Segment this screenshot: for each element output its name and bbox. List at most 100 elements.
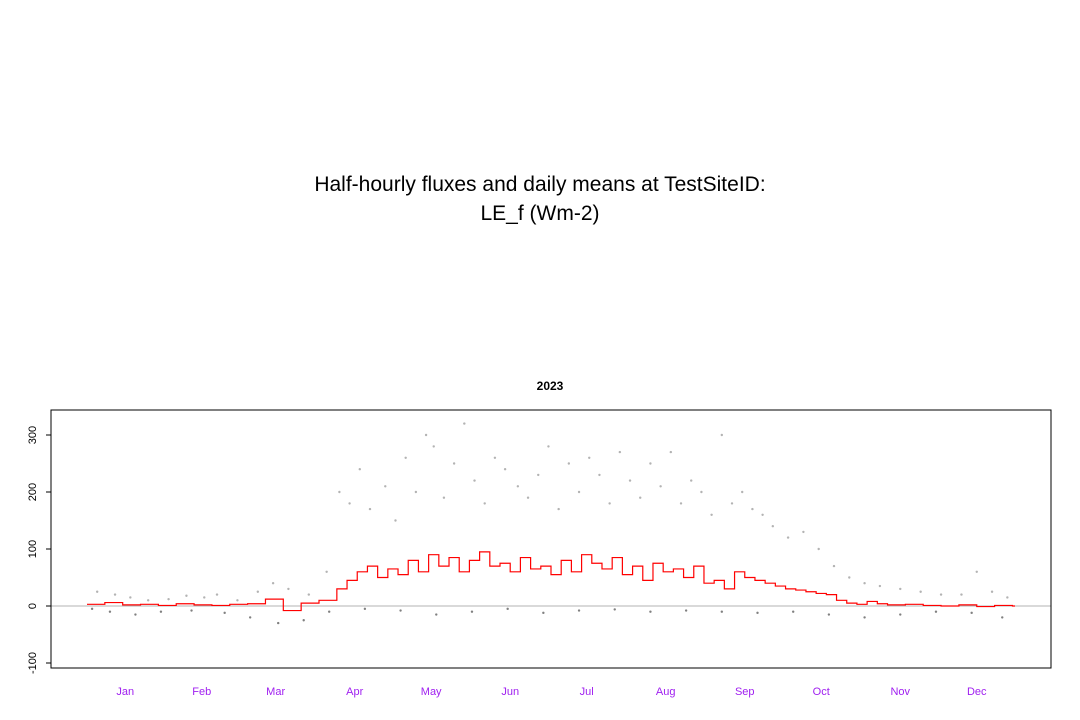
flux-point xyxy=(919,590,922,593)
x-month-label: Nov xyxy=(890,686,910,698)
flux-point xyxy=(802,530,805,534)
flux-point xyxy=(185,594,188,597)
flux-point xyxy=(577,490,581,494)
flux-point xyxy=(751,507,754,511)
flux-point xyxy=(756,611,759,615)
flux-point xyxy=(863,616,866,619)
flux-point xyxy=(452,462,456,465)
flux-point xyxy=(567,462,571,465)
flux-point xyxy=(307,593,311,596)
flux-point xyxy=(190,609,193,612)
y-tick-label: 300 xyxy=(27,426,39,444)
main-title-line-1: Half-hourly fluxes and daily means at Te… xyxy=(314,173,766,196)
flux-point xyxy=(547,445,550,448)
flux-point xyxy=(990,590,994,593)
flux-point xyxy=(442,496,446,499)
flux-point xyxy=(368,507,372,511)
flux-point xyxy=(537,473,540,477)
flux-point xyxy=(248,616,252,619)
plot-frame xyxy=(50,409,1052,669)
y-axis: -100 0 100 200 300 xyxy=(27,426,51,674)
flux-point xyxy=(710,513,713,516)
flux-point xyxy=(493,456,497,459)
flux-point xyxy=(899,613,902,616)
flux-point xyxy=(557,507,560,511)
flux-point xyxy=(325,570,328,573)
flux-point xyxy=(613,608,616,611)
flux-point xyxy=(167,597,170,601)
flux-point xyxy=(203,596,206,599)
flux-point xyxy=(113,593,117,596)
flux-point xyxy=(503,468,507,471)
flux-point xyxy=(878,584,882,588)
flux-point xyxy=(700,490,703,494)
flux-point xyxy=(435,613,438,616)
flux-point xyxy=(363,607,367,611)
flux-point xyxy=(730,502,734,505)
flux-point xyxy=(598,473,601,477)
flux-point xyxy=(649,462,652,465)
flux-point xyxy=(975,570,978,573)
flux-point xyxy=(404,456,407,459)
flux-point xyxy=(526,496,530,499)
flux-point xyxy=(146,599,150,602)
x-month-label: Feb xyxy=(192,686,211,698)
flux-point xyxy=(236,599,239,602)
flux-point xyxy=(90,607,94,611)
flux-point xyxy=(786,536,790,539)
flux-point xyxy=(939,593,943,596)
flux-point xyxy=(659,485,662,488)
flux-point xyxy=(223,611,226,615)
flux-point xyxy=(827,613,831,616)
flux-point xyxy=(473,479,476,482)
x-month-label: Sep xyxy=(735,686,755,698)
y-tick-label: 0 xyxy=(27,603,39,609)
x-month-label: Jul xyxy=(580,686,594,698)
panel-title: 2023 xyxy=(537,379,564,393)
flux-point xyxy=(608,502,611,505)
x-month-label: May xyxy=(421,686,442,698)
flux-point xyxy=(720,433,724,437)
flux-point xyxy=(832,564,836,568)
flux-point xyxy=(95,590,99,593)
flux-point xyxy=(384,485,387,488)
flux-point xyxy=(679,502,683,505)
flux-point xyxy=(1001,616,1004,619)
flux-point xyxy=(470,610,474,613)
flux-point xyxy=(159,610,163,613)
flux-point xyxy=(639,496,642,499)
flux-point xyxy=(690,479,693,482)
flux-point xyxy=(358,468,361,471)
flux-point xyxy=(669,450,673,454)
x-month-label: Apr xyxy=(346,686,363,698)
flux-point xyxy=(899,587,902,591)
flux-point xyxy=(649,610,652,613)
x-month-label: Aug xyxy=(656,686,676,698)
x-axis: Jan Feb Mar Apr May Jun Jul Aug Sep Oct Nov Dec xyxy=(116,686,987,698)
flux-point xyxy=(432,445,435,448)
flux-point xyxy=(1006,596,1009,599)
x-month-label: Dec xyxy=(967,686,987,698)
x-month-label: Jan xyxy=(116,686,134,698)
flux-point xyxy=(542,611,545,615)
flux-point xyxy=(327,610,331,613)
x-month-label: Mar xyxy=(266,686,285,698)
main-title: Half-hourly fluxes and daily means at Te… xyxy=(0,170,1080,228)
flux-point xyxy=(108,610,112,613)
flux-point xyxy=(684,609,688,612)
flux-point xyxy=(817,547,820,551)
flux-point xyxy=(399,609,402,612)
daily-mean-line xyxy=(87,551,1015,612)
flux-point xyxy=(970,611,973,615)
flux-point xyxy=(720,610,724,613)
flux-point xyxy=(516,485,520,488)
flux-point xyxy=(771,525,775,528)
flux-point xyxy=(302,619,305,622)
flux-point xyxy=(761,513,764,516)
flux-point xyxy=(134,613,137,616)
flux-point xyxy=(271,582,275,585)
main-title-line-2: LE_f (Wm-2) xyxy=(480,202,600,225)
flux-point xyxy=(463,422,466,425)
flux-point xyxy=(215,593,219,596)
flux-point xyxy=(129,596,132,599)
